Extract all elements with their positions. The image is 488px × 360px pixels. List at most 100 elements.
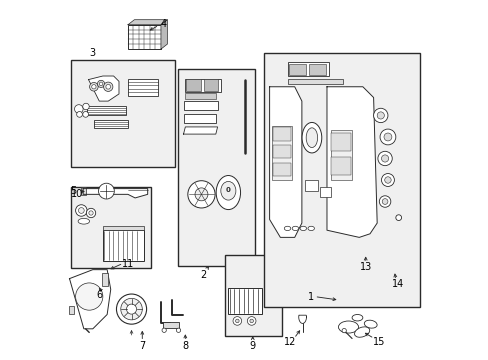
Ellipse shape [307, 226, 314, 230]
Ellipse shape [351, 315, 362, 321]
Text: 14: 14 [391, 279, 403, 289]
Circle shape [106, 85, 110, 89]
Circle shape [383, 133, 391, 141]
Bar [102, 226, 144, 230]
Circle shape [249, 319, 253, 323]
Circle shape [89, 82, 98, 91]
Bar [264, 53, 419, 307]
Text: 3: 3 [89, 48, 95, 58]
Bar [178, 69, 255, 266]
Circle shape [77, 112, 82, 117]
Bar [272, 126, 292, 180]
Ellipse shape [338, 321, 358, 333]
Polygon shape [183, 127, 217, 134]
Bar [128, 78, 158, 96]
Bar [330, 134, 350, 151]
Circle shape [89, 211, 93, 215]
Bar [273, 145, 290, 158]
Circle shape [235, 319, 239, 323]
Bar [287, 62, 328, 76]
Bar [86, 107, 126, 116]
Ellipse shape [221, 181, 235, 200]
Polygon shape [83, 189, 147, 198]
Bar [183, 114, 215, 123]
Circle shape [376, 112, 384, 119]
Circle shape [116, 294, 146, 324]
Circle shape [233, 317, 241, 325]
Circle shape [126, 304, 136, 314]
Circle shape [82, 103, 89, 110]
Bar [185, 78, 221, 92]
Ellipse shape [364, 320, 376, 328]
Ellipse shape [302, 122, 321, 153]
Text: 2: 2 [200, 270, 206, 280]
Circle shape [176, 328, 180, 332]
Bar [81, 187, 85, 195]
Text: 7: 7 [139, 341, 145, 351]
Polygon shape [128, 20, 167, 25]
Bar [305, 180, 317, 192]
Bar [273, 163, 290, 176]
Ellipse shape [305, 128, 317, 148]
Bar [94, 120, 128, 128]
Circle shape [187, 181, 215, 208]
Circle shape [377, 151, 391, 166]
Bar [203, 79, 218, 91]
Ellipse shape [216, 176, 240, 210]
Text: 6: 6 [96, 290, 102, 300]
Text: 15: 15 [372, 337, 385, 347]
Bar [224, 255, 282, 336]
Bar [183, 101, 217, 110]
Circle shape [74, 105, 83, 113]
Polygon shape [161, 20, 167, 49]
Bar [228, 288, 262, 315]
Polygon shape [326, 87, 376, 237]
Circle shape [379, 196, 390, 207]
Bar [319, 187, 330, 197]
Bar [288, 64, 305, 75]
Circle shape [195, 188, 207, 201]
Circle shape [82, 112, 88, 117]
Circle shape [395, 215, 401, 221]
Ellipse shape [284, 226, 290, 230]
Bar [308, 64, 325, 75]
Polygon shape [298, 315, 306, 323]
Text: 12: 12 [284, 337, 296, 347]
Bar [69, 306, 74, 315]
Bar [230, 289, 260, 293]
Bar [163, 322, 179, 328]
Polygon shape [269, 87, 301, 237]
Circle shape [86, 208, 96, 218]
Circle shape [247, 317, 255, 325]
Text: 13: 13 [359, 262, 371, 272]
Circle shape [373, 108, 387, 123]
Circle shape [341, 328, 346, 333]
Polygon shape [69, 270, 110, 329]
Bar [102, 273, 108, 286]
Circle shape [121, 298, 142, 320]
Text: 5: 5 [70, 186, 76, 197]
Ellipse shape [300, 226, 306, 230]
Bar [128, 25, 161, 49]
Circle shape [162, 328, 166, 332]
Circle shape [99, 82, 102, 86]
Circle shape [78, 208, 84, 213]
Text: 0: 0 [225, 187, 230, 193]
Text: 10: 10 [71, 189, 83, 199]
Text: 4: 4 [161, 19, 166, 29]
Ellipse shape [292, 226, 298, 230]
Circle shape [99, 183, 114, 199]
Bar [186, 79, 201, 91]
Circle shape [381, 155, 388, 162]
Circle shape [97, 80, 104, 87]
Text: 9: 9 [249, 341, 255, 351]
Circle shape [381, 174, 394, 186]
Circle shape [103, 82, 113, 91]
Bar [330, 157, 350, 175]
Ellipse shape [354, 327, 369, 337]
Bar [70, 60, 174, 167]
Circle shape [382, 199, 387, 204]
Ellipse shape [78, 219, 89, 224]
Circle shape [76, 283, 102, 310]
Bar [287, 78, 343, 84]
